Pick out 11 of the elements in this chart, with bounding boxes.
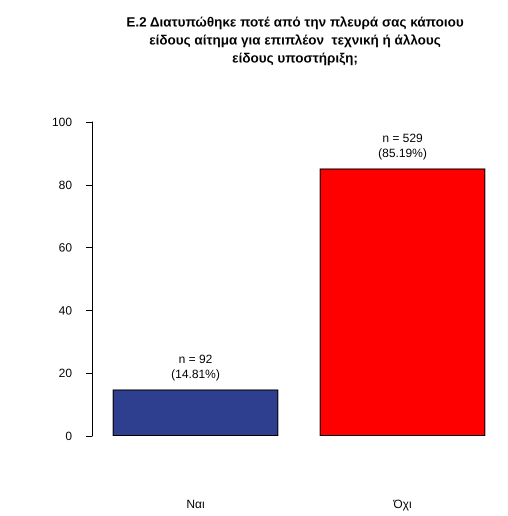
y-tick-label: 20 — [58, 366, 72, 380]
y-tick-label: 40 — [58, 303, 72, 318]
y-tick-label: 60 — [58, 240, 72, 255]
chart-title: Ε.2 Διατυπώθηκε ποτέ από την πλευρά σας κάποιου είδους αίτημα για επιπλέον τεχνική ή άλλους είδους υποστήριξη; — [126, 14, 464, 66]
y-tick-label: 0 — [65, 429, 72, 443]
data-label: n = 529 (85.19%) — [378, 131, 427, 160]
x-tick-label: Ναι — [186, 497, 205, 511]
y-tick-label: 100 — [52, 115, 72, 129]
x-tick-label: Όχι — [392, 497, 412, 511]
data-label: n = 92 (14.81%) — [171, 352, 220, 381]
y-tick-label: 80 — [58, 178, 72, 192]
